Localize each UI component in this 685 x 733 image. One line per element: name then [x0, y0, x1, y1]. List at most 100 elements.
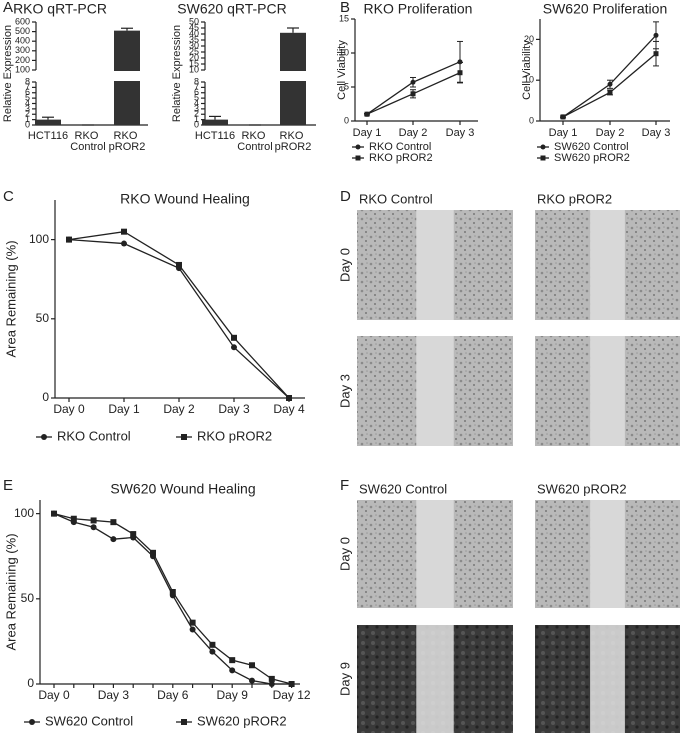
y-tick-label: 0 — [194, 119, 199, 129]
chart-title: SW620 Proliferation — [543, 1, 668, 17]
y-tick-label: 100 — [14, 506, 34, 520]
legend-marker — [181, 434, 187, 440]
panel-letter: A — [3, 0, 13, 16]
x-tick-label: Day 6 — [157, 688, 189, 702]
legend-label: RKO pROR2 — [369, 152, 433, 164]
legend-label: RKO pROR2 — [197, 428, 272, 443]
marker — [607, 81, 613, 87]
legend-marker — [540, 144, 546, 150]
y-tick-label: 8 — [25, 76, 30, 86]
chart-title: SW620 qRT-PCR — [177, 1, 286, 17]
x-tick-label: Day 3 — [98, 688, 130, 702]
y-tick-label: 0 — [42, 390, 49, 404]
chart-title: SW620 Wound Healing — [110, 481, 255, 497]
x-tick-label: Day 1 — [108, 402, 140, 416]
legend-marker — [355, 144, 361, 150]
marker — [110, 536, 117, 543]
x-tick-label: HCT116 — [195, 130, 235, 142]
x-tick-label: RKO pROR2 — [275, 130, 312, 153]
x-tick-label: Day 2 — [596, 127, 625, 139]
y-tick-label: 5 — [25, 93, 30, 103]
wound-gap — [590, 625, 625, 733]
marker — [231, 334, 237, 341]
y-tick-label: 400 — [15, 36, 30, 46]
axis-break — [206, 71, 317, 81]
legend-marker — [355, 155, 361, 161]
marker — [653, 51, 659, 57]
marker — [364, 111, 370, 117]
y-tick-label: 8 — [194, 76, 199, 86]
y-tick-label: 7 — [194, 82, 199, 92]
marker — [51, 510, 57, 517]
x-tick-label: Day 12 — [273, 688, 311, 702]
y-tick-label: 3 — [25, 103, 30, 113]
image-row-label: Day 3 — [337, 374, 352, 408]
marker — [288, 681, 295, 687]
wound-gap — [416, 336, 454, 446]
legend-marker — [181, 719, 187, 725]
y-tick-label: 1 — [25, 114, 30, 124]
y-tick-label: 30 — [189, 40, 199, 50]
marker — [66, 236, 72, 243]
y-tick-label: 25 — [189, 46, 199, 56]
marker — [176, 261, 182, 268]
image-column-title: SW620 Control — [359, 481, 447, 496]
y-tick-label: 3 — [194, 103, 199, 113]
panel-letter: C — [3, 188, 14, 205]
y-tick-label: 20 — [524, 34, 534, 44]
image-column-title: SW620 pROR2 — [537, 481, 627, 496]
x-tick-label: Day 3 — [218, 402, 250, 416]
wound-gap — [416, 500, 454, 608]
y-tick-label: 6 — [25, 87, 30, 97]
legend-label: SW620 pROR2 — [197, 713, 287, 728]
y-tick-label: 20 — [189, 52, 199, 62]
marker — [268, 681, 275, 687]
y-tick-label: 50 — [189, 16, 199, 26]
series-line — [562, 34, 657, 118]
y-tick-label: 15 — [339, 13, 349, 23]
series-line — [366, 61, 461, 115]
marker — [268, 675, 275, 682]
marker — [410, 79, 416, 85]
marker — [110, 519, 117, 526]
y-tick-label: 1 — [194, 114, 199, 124]
legend-marker — [540, 155, 546, 161]
x-tick-label: Day 3 — [446, 127, 475, 139]
legend-marker — [41, 434, 47, 440]
x-tick-label: Day 0 — [53, 402, 85, 416]
marker — [231, 344, 237, 351]
y-tick-label: 200 — [15, 55, 30, 65]
marker — [70, 515, 77, 522]
y-tick-label: 10 — [524, 75, 534, 85]
y-tick-label: 10 — [189, 64, 199, 74]
y-tick-label: 45 — [189, 22, 199, 32]
legend-marker — [29, 719, 35, 725]
legend-label: SW620 Control — [45, 713, 133, 728]
marker — [607, 89, 613, 95]
series-line — [53, 513, 292, 685]
y-tick-label: 600 — [15, 16, 30, 26]
marker — [169, 589, 176, 595]
marker — [410, 91, 416, 97]
x-tick-label: RKO pROR2 — [109, 130, 146, 153]
wound-gap — [416, 210, 454, 320]
y-axis-label: Cell Viability — [521, 40, 533, 100]
x-tick-label: RKO Control — [70, 130, 105, 153]
marker — [189, 619, 196, 626]
y-tick-label: 10 — [339, 47, 349, 57]
y-tick-label: 5 — [194, 93, 199, 103]
y-axis-label: Area Remaining (%) — [3, 240, 18, 357]
wound-gap — [590, 336, 625, 446]
marker — [653, 32, 659, 38]
y-axis-label: Area Remaining (%) — [3, 533, 18, 650]
panel-letter: B — [340, 0, 350, 16]
marker — [189, 626, 196, 633]
marker — [150, 549, 156, 556]
marker — [457, 70, 463, 76]
y-tick-label: 40 — [189, 28, 199, 38]
image-row-label: Day 0 — [337, 537, 352, 571]
x-tick-label: Day 9 — [217, 688, 249, 702]
x-tick-label: RKO Control — [237, 130, 272, 153]
image-column-title: RKO pROR2 — [537, 191, 612, 206]
